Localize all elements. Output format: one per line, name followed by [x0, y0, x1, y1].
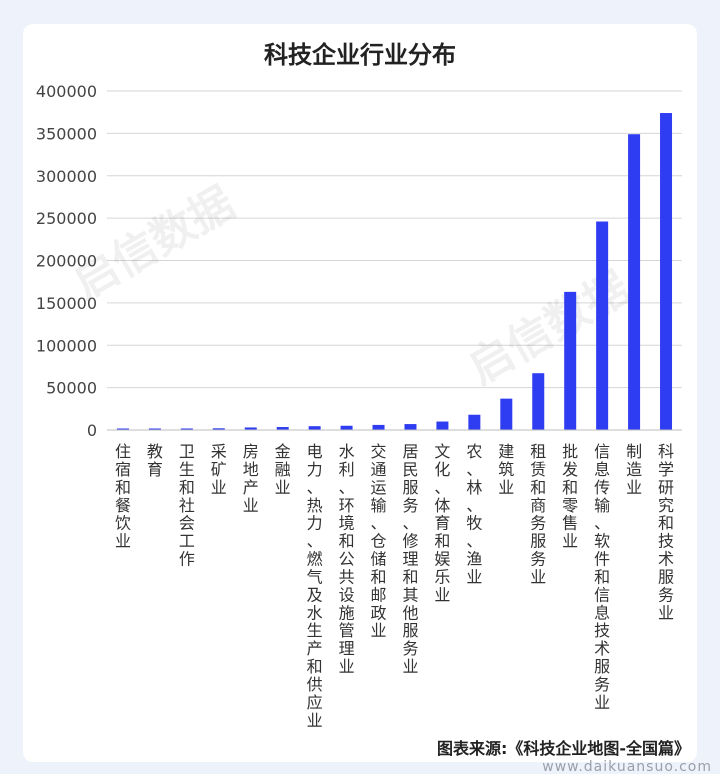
category-label: 住宿和餐饮业 — [115, 442, 131, 551]
watermark-text: 启信数据 — [460, 262, 638, 394]
category-label: 科学研究和技术服务业 — [658, 442, 674, 622]
bar — [660, 113, 673, 430]
category-label: 租赁和商务服务业 — [530, 442, 546, 586]
watermark-text: 启信数据 — [65, 177, 243, 309]
bar — [180, 428, 193, 430]
bar — [212, 428, 225, 430]
bar — [308, 426, 321, 430]
category-label: 农、林、牧、渔业 — [466, 442, 482, 586]
y-tick-label: 200000 — [36, 252, 97, 271]
category-label: 金融业 — [275, 442, 291, 497]
y-tick-label: 0 — [87, 421, 97, 440]
bar — [276, 427, 289, 430]
bar — [596, 221, 609, 430]
bar — [468, 414, 481, 430]
chart-card — [23, 24, 697, 762]
bar — [564, 291, 577, 430]
bar — [244, 427, 257, 430]
category-label: 居民服务、修理和其他服务业 — [402, 442, 418, 676]
bar — [148, 428, 161, 430]
y-tick-label: 300000 — [36, 167, 97, 186]
category-label: 卫生和社会工作 — [179, 442, 195, 569]
y-tick-label: 250000 — [36, 209, 97, 228]
category-label: 信息传输、软件和信息技术服务业 — [594, 442, 610, 712]
bars — [116, 113, 673, 430]
bar — [436, 421, 449, 430]
category-label: 房地产业 — [243, 442, 259, 515]
bar — [532, 373, 545, 430]
y-tick-labels: 0 50000 100000 150000 200000 250000 300000 3500… — [36, 82, 97, 440]
bar — [500, 398, 513, 430]
bar — [116, 428, 129, 430]
category-label: 文化、体育和娱乐业 — [434, 442, 450, 604]
bar — [628, 134, 641, 430]
category-label: 水利、环境和公共设施管理业 — [339, 442, 355, 676]
chart-title: 科技企业行业分布 — [264, 41, 456, 69]
category-label: 批发和零售业 — [562, 442, 578, 551]
y-tick-label: 100000 — [36, 336, 97, 355]
category-label: 电力、热力、燃气及水生产和供应业 — [307, 442, 323, 730]
category-label: 教育 — [147, 442, 163, 479]
bar — [404, 424, 417, 430]
category-labels: 住宿和餐饮业教育卫生和社会工作采矿业房地产业金融业电力、热力、燃气及水生产和供应… — [115, 442, 674, 730]
bar — [372, 424, 385, 430]
y-tick-label: 350000 — [36, 124, 97, 143]
source-note: 图表来源:《科技企业地图-全国篇》 — [437, 739, 690, 758]
site-watermark: www.daikuansuo.com — [542, 759, 712, 774]
y-tick-label: 400000 — [36, 82, 97, 101]
category-label: 交通运输、仓储和邮政业 — [371, 442, 387, 640]
y-tick-label: 150000 — [36, 294, 97, 313]
bar — [340, 425, 353, 430]
category-label: 制造业 — [626, 442, 642, 497]
category-label: 采矿业 — [211, 442, 227, 497]
gridlines — [107, 90, 682, 431]
y-tick-label: 50000 — [46, 379, 97, 398]
category-label: 建筑业 — [498, 442, 514, 497]
